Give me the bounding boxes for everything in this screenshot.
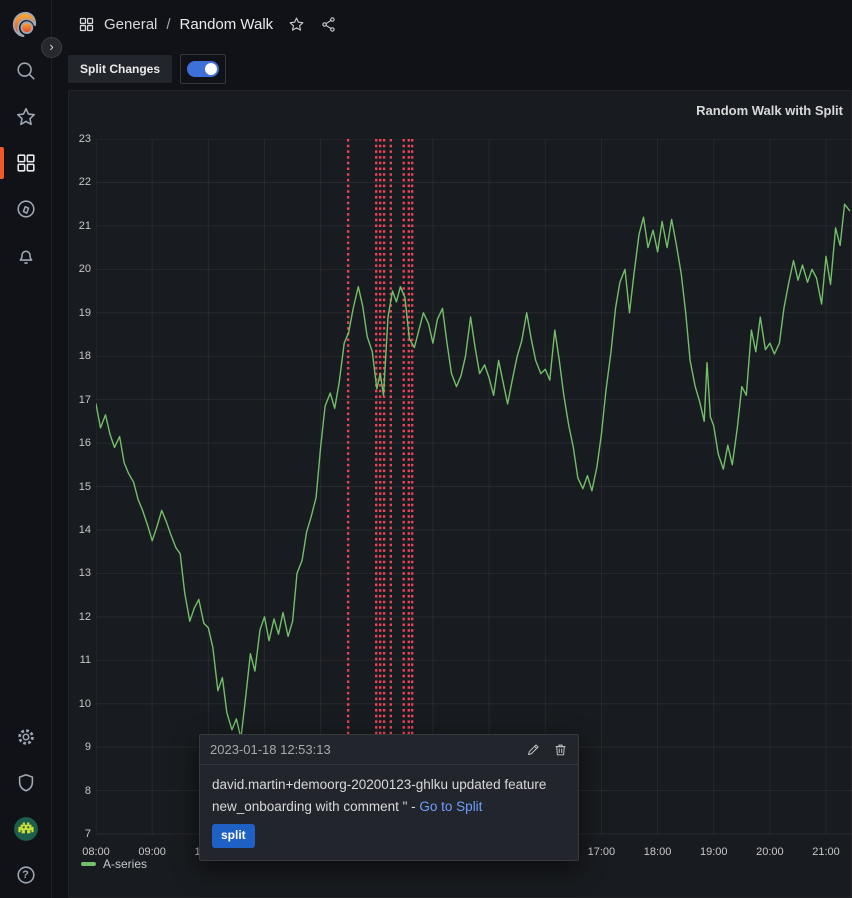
y-tick-label: 19 xyxy=(78,306,91,319)
y-tick-label: 18 xyxy=(78,350,91,363)
legend-label: A-series xyxy=(103,857,148,871)
y-tick-label: 8 xyxy=(84,784,91,797)
x-tick-label: 17:00 xyxy=(587,846,616,858)
settings-gear-icon[interactable] xyxy=(0,714,52,760)
panel-random-walk-with-split: Random Walk with Split 7 8 9 10 11 12 13 14 15 16… xyxy=(68,90,852,898)
annotation-tooltip: 2023-01-18 12:53:13 david.martin+demoorg… xyxy=(199,734,579,862)
go-to-split-link[interactable]: Go to Split xyxy=(419,798,483,814)
y-tick-label: 17 xyxy=(78,393,91,406)
edit-pencil-icon[interactable] xyxy=(526,742,541,757)
x-tick-label: 20:00 xyxy=(756,846,784,858)
favorite-star-icon[interactable] xyxy=(288,16,305,33)
sidebar-expand-button[interactable]: › xyxy=(41,37,62,58)
y-tick-label: 16 xyxy=(78,437,91,450)
toggle-pill xyxy=(187,61,220,77)
topbar: General / Random Walk xyxy=(52,0,852,48)
legend-swatch xyxy=(81,862,96,866)
y-tick-label: 7 xyxy=(84,828,91,840)
apps-grid-icon xyxy=(78,16,95,33)
delete-trash-icon[interactable] xyxy=(553,742,568,757)
y-tick-label: 15 xyxy=(78,480,91,493)
alerting-bell-icon[interactable] xyxy=(0,232,52,278)
chevron-right-icon: › xyxy=(49,39,54,54)
x-tick-label: 18:00 xyxy=(643,846,672,858)
x-tick-label: 21:00 xyxy=(812,846,840,858)
favorites-star-icon[interactable] xyxy=(0,94,52,140)
sidebar: ? xyxy=(0,0,52,898)
share-icon[interactable] xyxy=(320,16,337,33)
y-tick-label: 23 xyxy=(78,133,91,145)
annotation-description: david.martin+demoorg-20200123-ghlku upda… xyxy=(212,777,547,814)
breadcrumb-section[interactable]: General xyxy=(104,15,158,33)
y-tick-label: 22 xyxy=(78,176,91,189)
annotation-text: david.martin+demoorg-20200123-ghlku upda… xyxy=(200,765,578,860)
breadcrumb-separator: / xyxy=(166,15,171,33)
x-tick-label: 08:00 xyxy=(82,846,110,858)
legend-item-a-series[interactable]: A-series xyxy=(81,857,147,871)
x-tick-label: 19:00 xyxy=(699,846,728,858)
series-line-a-series xyxy=(95,203,851,740)
grafana-logo[interactable] xyxy=(0,0,52,48)
y-tick-label: 11 xyxy=(79,654,91,667)
main-area: General / Random Walk Split Changes Rand… xyxy=(52,0,852,898)
y-tick-label: 21 xyxy=(78,219,91,232)
y-tick-label: 10 xyxy=(78,697,91,710)
y-tick-label: 12 xyxy=(78,610,91,623)
toggle-knob xyxy=(205,63,218,75)
y-tick-label: 14 xyxy=(78,523,91,536)
breadcrumb-page-title: Random Walk xyxy=(179,15,274,33)
submenu-bar: Split Changes xyxy=(52,48,852,90)
split-changes-label: Split Changes xyxy=(68,55,173,83)
search-icon[interactable] xyxy=(0,48,52,94)
y-tick-label: 13 xyxy=(78,567,91,580)
admin-shield-icon[interactable] xyxy=(0,760,52,806)
dashboards-grid-icon[interactable] xyxy=(0,140,52,186)
y-tick-label: 20 xyxy=(78,263,91,276)
x-tick-label: 09:00 xyxy=(138,846,166,858)
annotation-timestamp: 2023-01-18 12:53:13 xyxy=(210,742,331,757)
split-changes-toggle[interactable] xyxy=(180,54,227,84)
user-avatar[interactable] xyxy=(0,806,52,852)
help-circle-icon[interactable]: ? xyxy=(0,852,52,898)
panel-title[interactable]: Random Walk with Split xyxy=(696,103,843,118)
y-tick-label: 9 xyxy=(84,741,91,754)
annotation-tag-split[interactable]: split xyxy=(212,824,255,849)
explore-compass-icon[interactable] xyxy=(0,186,52,232)
annotation-tooltip-header: 2023-01-18 12:53:13 xyxy=(200,735,578,765)
